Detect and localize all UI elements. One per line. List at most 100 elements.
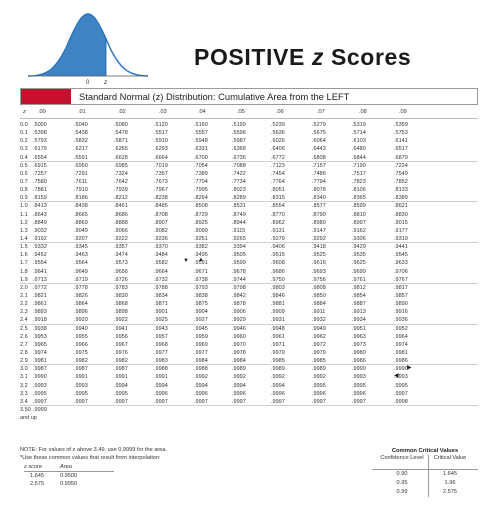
cumulative-area-cell: .9985 — [271, 358, 285, 365]
cumulative-area-cell: .9875 — [194, 301, 208, 308]
row-z-value: 2.2 — [20, 301, 28, 308]
column-header-hundredths: .06 — [276, 109, 284, 115]
table-row: 0.6 .7257 .7291 .7324 .7357 .7389 .7422 .7454 .7… — [20, 170, 478, 178]
row-z-value: 0.0 — [20, 122, 28, 128]
cumulative-area-cell: .9922 — [114, 317, 128, 324]
cumulative-area-cell: .9808 — [312, 284, 326, 291]
cumulative-area-cell: .9817 — [394, 284, 408, 291]
cumulative-area-cell: .9982 — [74, 358, 88, 365]
cumulative-area-cell: .9854 — [352, 292, 366, 299]
cumulative-area-cell: .8621 — [394, 203, 408, 210]
cumulative-area-cell: .9997 — [394, 390, 408, 397]
table-row: 2.0 .9772 .9778 .9783 .9788 .9793 .9798 .9803 .9… — [20, 284, 478, 292]
cumulative-area-cell: .7852 — [394, 178, 408, 185]
cumulative-area-cell: .7823 — [352, 178, 366, 185]
column-header-hundredths: .03 — [159, 109, 167, 115]
notes-section: NOTE: For values of z above 3.49, use 0.… — [20, 446, 340, 462]
cumulative-area-cell: .9719 — [74, 276, 88, 283]
cumulative-area-cell: .9463 — [74, 252, 88, 259]
cumulative-area-cell: .6103 — [352, 138, 366, 145]
cumulative-area-cell: .6026 — [271, 138, 285, 145]
row-z-value: 1.5 — [20, 244, 28, 251]
cumulative-area-cell: .8051 — [271, 187, 285, 194]
critical-confidence: 0.99 — [396, 489, 408, 495]
row-z-value: 2.6 — [20, 333, 28, 340]
cumulative-area-cell: .9664 — [154, 268, 168, 275]
cumulative-area-cell: .9545 — [394, 252, 408, 259]
cumulative-area-cell: .9964 — [394, 333, 408, 340]
cumulative-area-cell: .9991 — [74, 374, 88, 381]
cumulative-area-cell: .9946 — [232, 325, 246, 332]
cumulative-area-cell: .9761 — [352, 276, 366, 283]
accent-block — [21, 89, 71, 104]
table-row: and up — [20, 414, 478, 422]
cumulative-area-cell: .5948 — [194, 138, 208, 145]
cumulative-area-cell: .9993 — [33, 382, 47, 389]
cumulative-area-cell: .9706 — [394, 268, 408, 275]
cumulative-area-cell: .8186 — [74, 195, 88, 202]
cumulative-area-cell: .5359 — [394, 122, 408, 128]
table-row: 0.0 .5000 .5040 .5080 .5120 .5160 .5199 .5239 .5… — [20, 121, 478, 129]
row-z-value: 2.5 — [20, 325, 28, 332]
cumulative-area-cell: .9394 — [232, 244, 246, 251]
cumulative-area-cell: .7794 — [312, 178, 326, 185]
cumulative-area-cell: .8729 — [194, 211, 208, 218]
cumulative-area-cell: .9767 — [394, 276, 408, 283]
cumulative-area-cell: .9793 — [194, 284, 208, 291]
cumulative-area-cell: .9997 — [114, 398, 128, 405]
cumulative-area-cell: .9798 — [232, 284, 246, 291]
cumulative-area-cell: .9686 — [271, 268, 285, 275]
cumulative-area-cell: .9982 — [114, 358, 128, 365]
cumulative-area-cell: .9049 — [74, 227, 88, 234]
cumulative-area-cell: .8686 — [114, 211, 128, 218]
cumulative-area-cell: .9974 — [33, 349, 47, 356]
cumulative-area-cell: .9830 — [114, 292, 128, 299]
cumulative-area-cell: .9929 — [232, 317, 246, 324]
down-arrow-icon: ▼ — [183, 258, 189, 264]
cumulative-area-cell: .9966 — [74, 341, 88, 348]
cumulative-area-cell: .9994 — [271, 382, 285, 389]
row-z-value: 1.7 — [20, 260, 28, 267]
row-z-value: 3.3 — [20, 390, 28, 397]
critical-value: 2.575 — [443, 489, 457, 495]
cumulative-area-cell: .9990 — [33, 374, 47, 381]
cumulative-area-cell: .9192 — [33, 235, 47, 242]
cumulative-area-cell: .9994 — [154, 382, 168, 389]
cumulative-area-cell: .9931 — [271, 317, 285, 324]
column-header-hundredths: .01 — [78, 109, 86, 115]
table-row: 0.1 .5398 .5438 .5478 .5517 .5557 .5596 .5636 .5… — [20, 129, 478, 137]
title-rest: Scores — [323, 44, 412, 70]
cumulative-area-cell: .7224 — [394, 162, 408, 169]
cumulative-area-cell: .9599 — [232, 260, 246, 267]
cumulative-area-cell: .6255 — [114, 146, 128, 153]
cumulative-area-cell: .9887 — [352, 301, 366, 308]
cumulative-area-cell: .9319 — [394, 235, 408, 242]
column-header-hundredths: .00 — [38, 109, 46, 115]
row-z-value: 0.7 — [20, 178, 28, 185]
cumulative-area-cell: .8413 — [33, 203, 47, 210]
cumulative-area-cell: .9997 — [271, 398, 285, 405]
cumulative-area-cell: .9850 — [312, 292, 326, 299]
cumulative-area-cell: .8962 — [271, 219, 285, 226]
cumulative-area-cell: .8264 — [194, 195, 208, 202]
cumulative-area-cell: .9783 — [114, 284, 128, 291]
row-z-value: 1.2 — [20, 219, 28, 226]
cumulative-area-cell: .9994 — [232, 382, 246, 389]
cumulative-area-cell: .9535 — [352, 252, 366, 259]
cumulative-area-cell: .8708 — [154, 211, 168, 218]
cumulative-area-cell: .9147 — [312, 227, 326, 234]
cumulative-area-cell: .9986 — [394, 358, 408, 365]
cumulative-area-cell: .8665 — [74, 211, 88, 218]
cumulative-area-cell: .8389 — [394, 195, 408, 202]
row-z-value: 3.1 — [20, 374, 28, 381]
critical-header-row: Confidence Level Critical Value — [372, 455, 478, 470]
cumulative-area-cell: .9115 — [232, 227, 246, 234]
interp-area: 0.9950 — [60, 481, 78, 487]
cumulative-area-cell: .9953 — [33, 333, 47, 340]
row-z-value: 1.1 — [20, 211, 28, 218]
table-row: 1.8 .9641 .9649 .9656 .9664 .9671 .9678 .9686 .9… — [20, 268, 478, 276]
cumulative-area-cell: .9991 — [114, 374, 128, 381]
cumulative-area-cell: .9948 — [271, 325, 285, 332]
cumulative-area-cell: .9975 — [74, 349, 88, 356]
table-row: 3.3 .9995 .9995 .9995 .9996 .9996 .9996 .9996 .9… — [20, 390, 478, 398]
